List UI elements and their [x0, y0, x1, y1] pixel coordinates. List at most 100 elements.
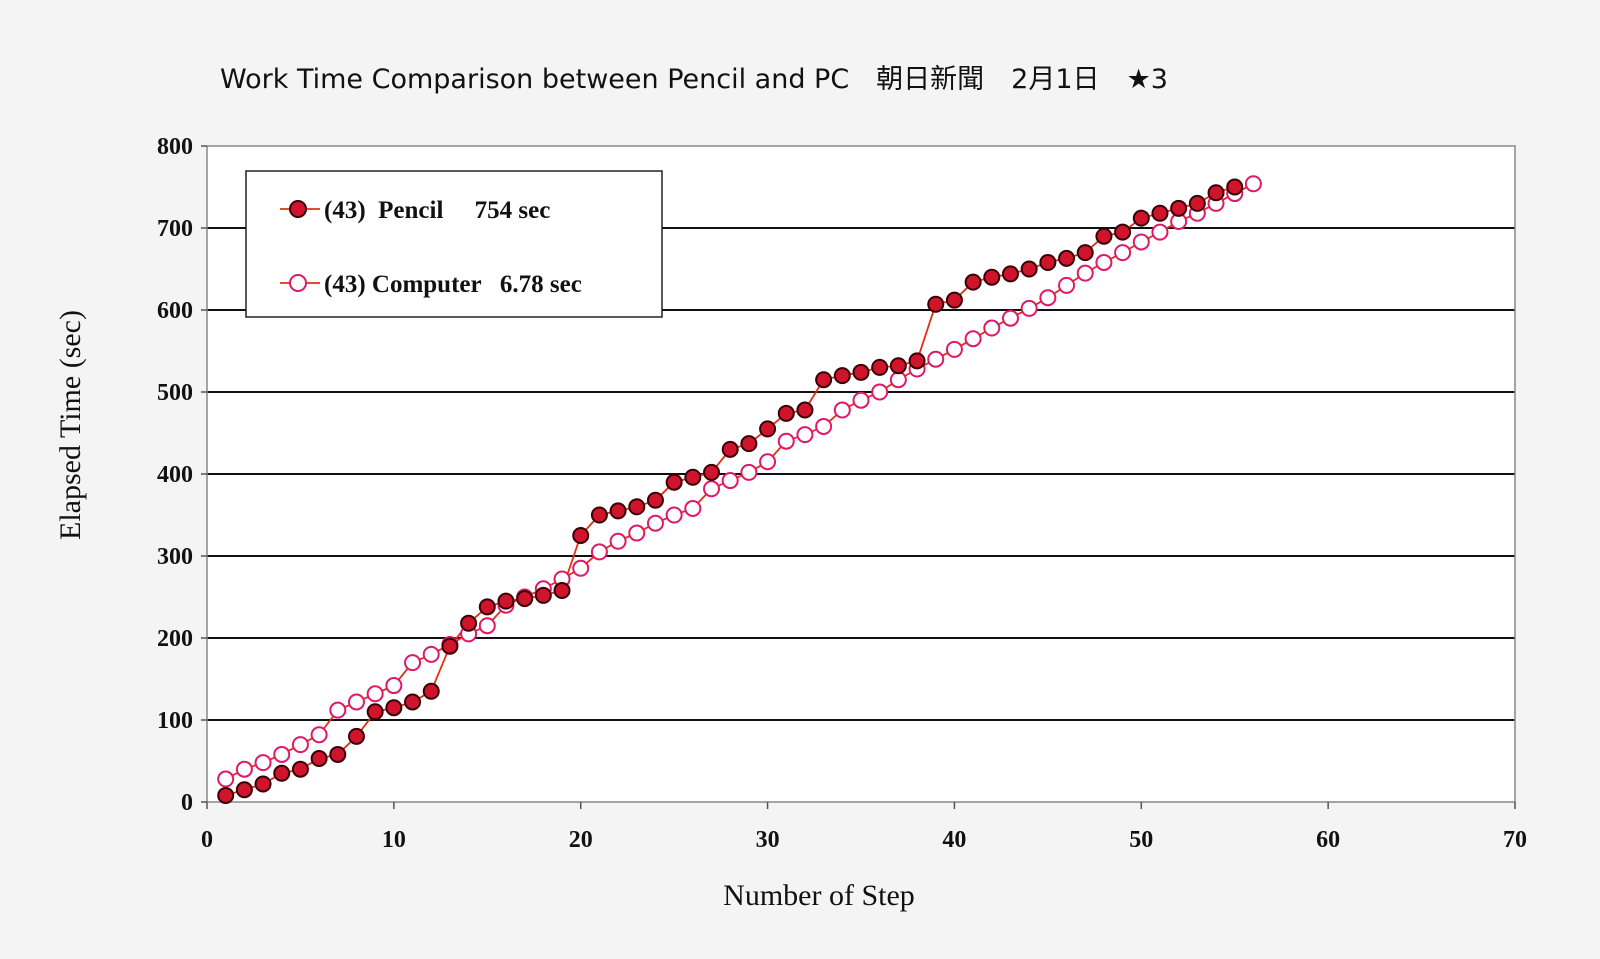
y-tick-label-800: 800	[157, 134, 193, 160]
point-computer-12	[422, 645, 440, 663]
point-pencil-7	[329, 745, 347, 763]
point-pencil-34	[833, 367, 851, 385]
point-computer-45	[1039, 289, 1057, 307]
point-computer-47	[1076, 264, 1094, 282]
legend-box	[245, 170, 663, 318]
y-tick-label-200: 200	[157, 626, 193, 652]
point-pencil-26	[684, 468, 702, 486]
point-pencil-45	[1039, 253, 1057, 271]
point-pencil-47	[1076, 244, 1094, 262]
point-computer-39	[927, 350, 945, 368]
point-pencil-37	[889, 357, 907, 375]
point-pencil-1	[217, 786, 235, 804]
point-computer-35	[852, 391, 870, 409]
point-computer-22	[609, 532, 627, 550]
y-tick-label-500: 500	[157, 380, 193, 406]
x-axis-title: Number of Step	[723, 879, 915, 912]
y-tick-label-700: 700	[157, 216, 193, 242]
x-tick-label-50: 50	[1129, 827, 1153, 853]
x-tick-label-10: 10	[382, 827, 406, 853]
point-pencil-52	[1170, 199, 1188, 217]
point-pencil-55	[1226, 178, 1244, 196]
point-computer-6	[310, 726, 328, 744]
point-computer-31	[777, 432, 795, 450]
point-pencil-18	[534, 586, 552, 604]
x-tick-label-0: 0	[201, 827, 213, 853]
point-computer-34	[833, 401, 851, 419]
point-pencil-23	[628, 498, 646, 516]
point-computer-3	[254, 754, 272, 772]
point-pencil-29	[740, 435, 758, 453]
point-pencil-38	[908, 352, 926, 370]
point-computer-36	[871, 383, 889, 401]
point-computer-43	[1001, 309, 1019, 327]
point-pencil-46	[1058, 249, 1076, 267]
point-pencil-31	[777, 404, 795, 422]
point-pencil-14	[460, 614, 478, 632]
point-computer-48	[1095, 253, 1113, 271]
point-computer-37	[889, 371, 907, 389]
point-computer-51	[1151, 223, 1169, 241]
point-pencil-6	[310, 750, 328, 768]
point-computer-40	[945, 340, 963, 358]
point-computer-41	[964, 330, 982, 348]
point-pencil-17	[516, 590, 534, 608]
point-pencil-9	[366, 703, 384, 721]
point-pencil-33	[815, 371, 833, 389]
x-tick-label-20: 20	[569, 827, 593, 853]
point-pencil-15	[478, 598, 496, 616]
x-axis-ticks: 0 10 20 30 40 50 60 70	[201, 802, 1527, 853]
point-computer-49	[1114, 244, 1132, 262]
point-computer-2	[235, 760, 253, 778]
legend-label-pencil: (43) Pencil 754 sec	[324, 197, 550, 224]
legend-marker-computer	[289, 274, 307, 292]
point-pencil-41	[964, 273, 982, 291]
point-pencil-12	[422, 682, 440, 700]
point-computer-23	[628, 524, 646, 542]
x-tick-label-30: 30	[756, 827, 780, 853]
point-pencil-19	[553, 581, 571, 599]
point-pencil-30	[759, 420, 777, 438]
point-pencil-53	[1188, 194, 1206, 212]
series-markers	[217, 175, 1262, 804]
point-pencil-16	[497, 592, 515, 610]
point-pencil-4	[273, 764, 291, 782]
point-pencil-5	[291, 760, 309, 778]
point-pencil-28	[721, 440, 739, 458]
point-pencil-35	[852, 363, 870, 381]
point-computer-56	[1244, 175, 1262, 193]
y-tick-label-600: 600	[157, 298, 193, 324]
point-computer-11	[404, 654, 422, 672]
point-computer-44	[1020, 299, 1038, 317]
point-computer-29	[740, 463, 758, 481]
point-pencil-48	[1095, 227, 1113, 245]
y-axis-ticks: 0 100 200 300 400 500 600 700 800	[157, 134, 207, 816]
x-tick-label-40: 40	[942, 827, 966, 853]
point-computer-50	[1132, 233, 1150, 251]
point-pencil-13	[441, 637, 459, 655]
point-computer-33	[815, 417, 833, 435]
point-computer-26	[684, 499, 702, 517]
point-pencil-32	[796, 401, 814, 419]
point-pencil-44	[1020, 260, 1038, 278]
point-computer-20	[572, 559, 590, 577]
point-computer-7	[329, 701, 347, 719]
point-computer-28	[721, 472, 739, 490]
legend-marker-pencil	[289, 200, 307, 218]
point-pencil-24	[646, 491, 664, 509]
point-pencil-51	[1151, 204, 1169, 222]
point-pencil-2	[235, 781, 253, 799]
point-pencil-10	[385, 699, 403, 717]
point-pencil-36	[871, 358, 889, 376]
point-pencil-22	[609, 502, 627, 520]
point-pencil-43	[1001, 265, 1019, 283]
point-pencil-50	[1132, 209, 1150, 227]
point-computer-15	[478, 617, 496, 635]
point-pencil-39	[927, 295, 945, 313]
point-pencil-49	[1114, 223, 1132, 241]
point-computer-1	[217, 770, 235, 788]
point-computer-10	[385, 677, 403, 695]
point-computer-27	[703, 480, 721, 498]
x-tick-label-70: 70	[1503, 827, 1527, 853]
